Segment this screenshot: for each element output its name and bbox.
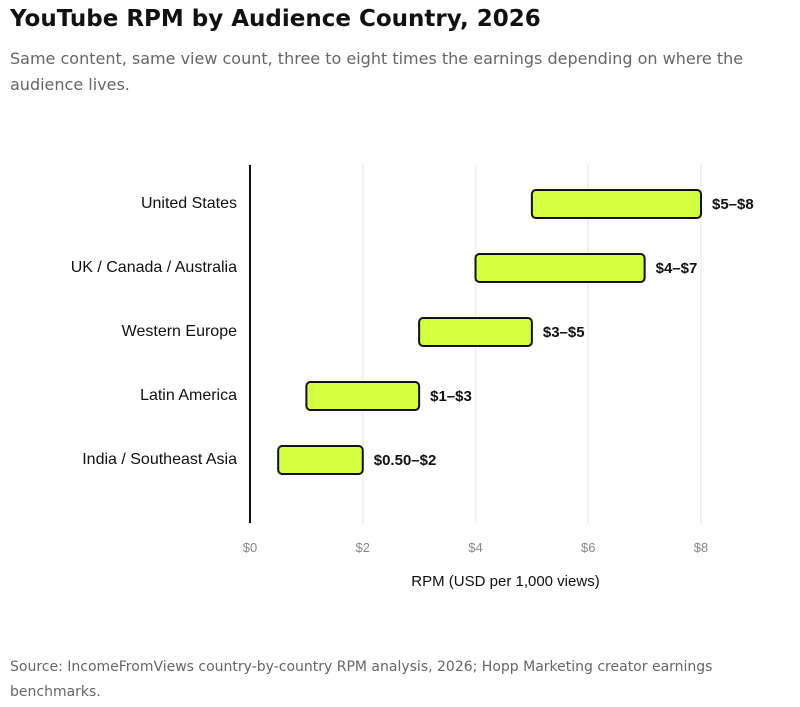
category-label-0: United States bbox=[141, 195, 237, 212]
data-label-2: $3–$5 bbox=[543, 324, 585, 341]
rpm-range-chart: United States $5–$8 UK / Canada / Australi… bbox=[71, 165, 754, 590]
range-bar-1 bbox=[474, 253, 646, 283]
x-tick-label-0: $0 bbox=[243, 540, 257, 555]
x-tick-label-2: $4 bbox=[468, 540, 482, 555]
x-tick-label-1: $2 bbox=[356, 540, 370, 555]
data-label-4: $0.50–$2 bbox=[374, 452, 437, 469]
category-label-3: Latin America bbox=[140, 387, 237, 404]
category-label-1: UK / Canada / Australia bbox=[71, 259, 237, 276]
category-label-4: India / Southeast Asia bbox=[82, 451, 237, 468]
range-bar-0 bbox=[530, 189, 702, 219]
x-tick-label-3: $6 bbox=[581, 540, 595, 555]
chart-title: YouTube RPM by Audience Country, 2026 bbox=[10, 6, 541, 32]
range-bar-2 bbox=[418, 317, 533, 347]
x-axis-label: RPM (USD per 1,000 views) bbox=[411, 573, 599, 590]
source-note: Source: IncomeFromViews country-by-count… bbox=[10, 659, 713, 700]
x-tick-label-4: $8 bbox=[694, 540, 708, 555]
data-label-3: $1–$3 bbox=[430, 388, 472, 405]
range-bar-3 bbox=[305, 381, 421, 411]
category-label-2: Western Europe bbox=[122, 323, 237, 340]
range-bar-4 bbox=[277, 445, 364, 475]
data-label-1: $4–$7 bbox=[656, 260, 698, 277]
data-label-0: $5–$8 bbox=[712, 196, 754, 213]
chart-subtitle: Same content, same view count, three to … bbox=[10, 49, 744, 94]
